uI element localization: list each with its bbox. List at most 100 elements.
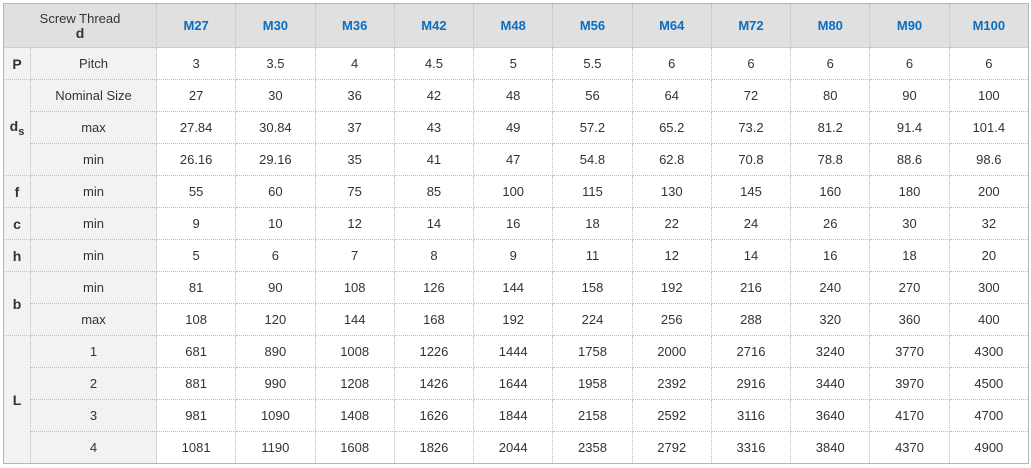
symbol-text: P [12, 55, 22, 72]
symbol-text: f [14, 183, 20, 200]
size-header-m42: M42 [393, 3, 475, 48]
value-cell: 144 [314, 303, 395, 336]
table-row: h min 5 6 7 8 9 11 12 14 16 18 20 [3, 239, 1030, 272]
value-cell: 12 [314, 207, 395, 240]
value-cell: 9 [473, 239, 554, 272]
value-cell: 98.6 [948, 143, 1030, 176]
value-cell: 3 [155, 47, 237, 80]
value-cell: 57.2 [552, 111, 633, 144]
value-cell: 5.5 [552, 47, 633, 80]
value-cell: 1758 [552, 335, 633, 368]
value-cell: 62.8 [631, 143, 712, 176]
value-cell: 2792 [631, 431, 712, 464]
screw-thread-header: Screw Thread d [3, 3, 157, 48]
value-cell: 90 [869, 79, 950, 112]
value-cell: 70.8 [710, 143, 792, 176]
symbol-text: h [12, 247, 22, 264]
value-cell: 9 [155, 207, 237, 240]
row-label: min [30, 271, 157, 304]
value-cell: 1226 [393, 335, 475, 368]
value-cell: 78.8 [790, 143, 871, 176]
value-cell: 18 [869, 239, 950, 272]
value-cell: 6 [631, 47, 712, 80]
value-cell: 85 [393, 175, 475, 208]
row-label: Pitch [30, 47, 157, 80]
value-cell: 80 [790, 79, 871, 112]
value-cell: 16 [790, 239, 871, 272]
value-cell: 3640 [790, 399, 871, 432]
row-label: min [30, 143, 157, 176]
size-header-m27: M27 [155, 3, 237, 48]
symbol-text: d [9, 117, 19, 134]
value-cell: 6 [710, 47, 792, 80]
value-cell: 32 [948, 207, 1030, 240]
value-cell: 4700 [948, 399, 1030, 432]
value-cell: 4170 [869, 399, 950, 432]
value-cell: 160 [790, 175, 871, 208]
value-cell: 1190 [235, 431, 316, 464]
value-cell: 6 [948, 47, 1030, 80]
size-header-m30: M30 [235, 3, 316, 48]
value-cell: 1426 [393, 367, 475, 400]
row-label: min [30, 239, 157, 272]
value-cell: 192 [473, 303, 554, 336]
value-cell: 145 [710, 175, 792, 208]
size-header-m100: M100 [948, 3, 1030, 48]
value-cell: 36 [314, 79, 395, 112]
value-cell: 300 [948, 271, 1030, 304]
value-cell: 360 [869, 303, 950, 336]
group-symbol: f [3, 175, 31, 208]
value-cell: 200 [948, 175, 1030, 208]
value-cell: 2044 [473, 431, 554, 464]
value-cell: 3116 [710, 399, 792, 432]
value-cell: 2592 [631, 399, 712, 432]
value-cell: 12 [631, 239, 712, 272]
group-symbol: b [3, 271, 31, 336]
value-cell: 2158 [552, 399, 633, 432]
table-row: ds Nominal Size 27 30 36 42 48 56 64 72 80 90 100 [3, 79, 1030, 176]
value-cell: 22 [631, 207, 712, 240]
size-header-m56: M56 [552, 3, 633, 48]
value-cell: 1644 [473, 367, 554, 400]
group-symbol: ds [3, 79, 31, 176]
value-cell: 64 [631, 79, 712, 112]
value-cell: 5 [155, 239, 237, 272]
value-cell: 41 [393, 143, 475, 176]
row-label: min [30, 207, 157, 240]
size-header-m80: M80 [790, 3, 871, 48]
value-cell: 1208 [314, 367, 395, 400]
row-label: Nominal Size [30, 79, 157, 112]
value-cell: 47 [473, 143, 554, 176]
screw-thread-table: Screw Thread d M27 M30 M36 M42 M48 M56 M64 M72 M… [3, 3, 1030, 464]
value-cell: 3440 [790, 367, 871, 400]
size-header-m64: M64 [631, 3, 712, 48]
row-label: max [30, 111, 157, 144]
value-cell: 981 [155, 399, 237, 432]
value-cell: 224 [552, 303, 633, 336]
value-cell: 75 [314, 175, 395, 208]
value-cell: 4900 [948, 431, 1030, 464]
value-cell: 55 [155, 175, 237, 208]
table-row: 4 1081 1190 1608 1826 2044 2358 2792 3316 3840 437… [4, 431, 1030, 464]
value-cell: 3316 [710, 431, 792, 464]
value-cell: 180 [869, 175, 950, 208]
value-cell: 6 [790, 47, 871, 80]
row-label: 3 [30, 399, 157, 432]
value-cell: 3970 [869, 367, 950, 400]
value-cell: 4300 [948, 335, 1030, 368]
value-cell: 72 [710, 79, 792, 112]
value-cell: 890 [235, 335, 316, 368]
group-symbol: P [3, 47, 31, 80]
value-cell: 240 [790, 271, 871, 304]
screw-thread-symbol: d [75, 24, 85, 41]
value-cell: 1826 [393, 431, 475, 464]
value-cell: 100 [473, 175, 554, 208]
symbol-text: L [12, 391, 22, 408]
table-row: P Pitch 3 3.5 4 4.5 5 5.5 6 6 6 6 6 [3, 47, 1030, 80]
value-cell: 7 [314, 239, 395, 272]
value-cell: 42 [393, 79, 475, 112]
value-cell: 1626 [393, 399, 475, 432]
value-cell: 30 [869, 207, 950, 240]
size-header-m90: M90 [869, 3, 950, 48]
value-cell: 115 [552, 175, 633, 208]
